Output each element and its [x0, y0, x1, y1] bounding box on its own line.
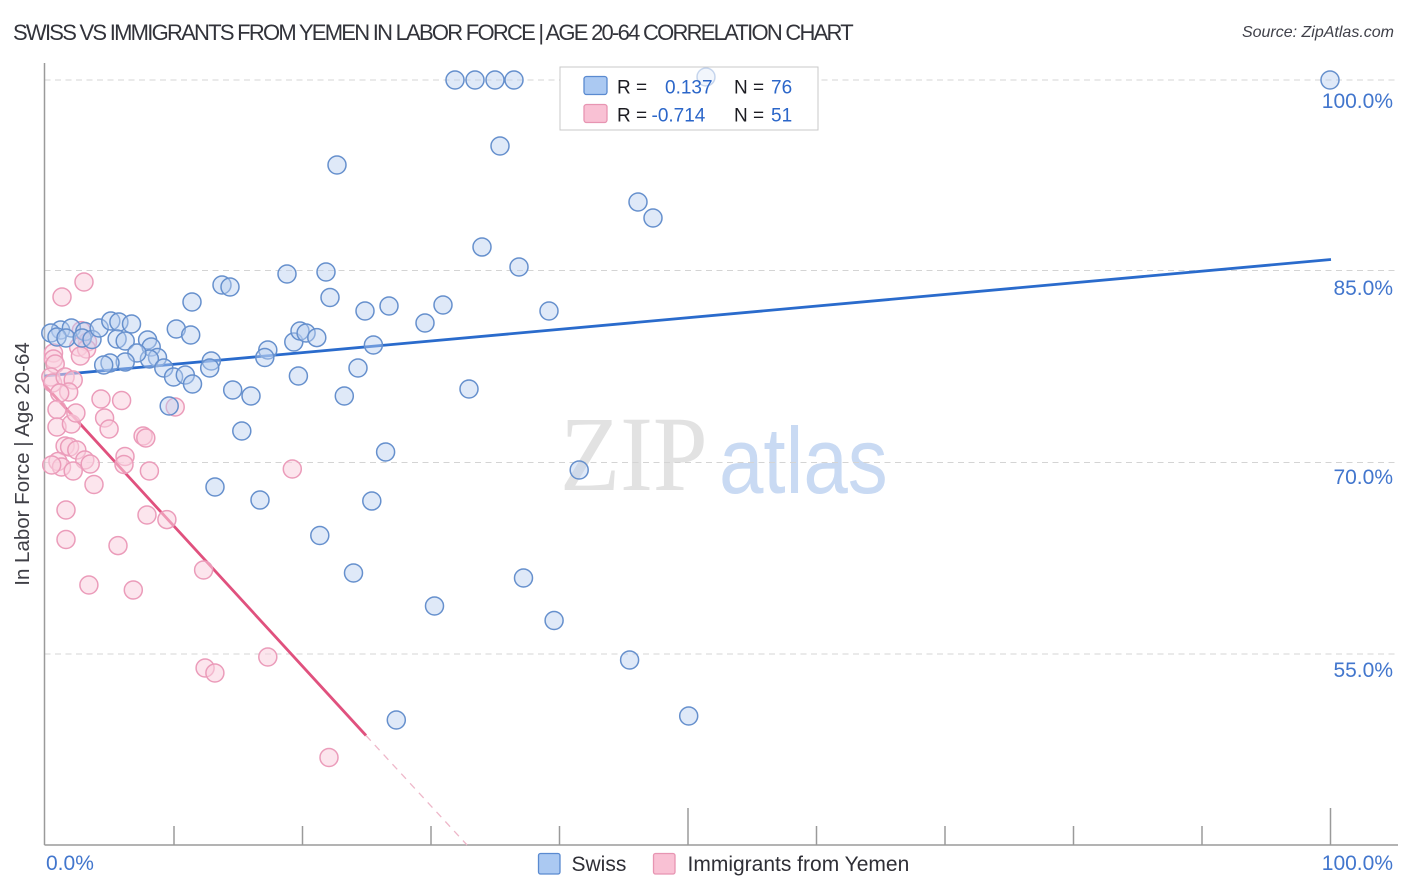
svg-text:51: 51 [771, 106, 792, 127]
svg-text:R =: R = [617, 106, 647, 127]
svg-text:N =: N = [734, 78, 764, 99]
svg-text:70.0%: 70.0% [1333, 466, 1393, 489]
svg-text:0.137: 0.137 [665, 78, 713, 99]
svg-text:0.0%: 0.0% [46, 852, 94, 875]
svg-text:Immigrants from Yemen: Immigrants from Yemen [688, 853, 910, 876]
svg-text:ZIP: ZIP [560, 395, 708, 514]
svg-text:N =: N = [734, 106, 764, 127]
svg-text:100.0%: 100.0% [1322, 90, 1393, 113]
svg-text:85.0%: 85.0% [1333, 277, 1393, 300]
svg-text:R =: R = [617, 78, 647, 99]
svg-text:76: 76 [771, 78, 792, 99]
svg-text:In Labor Force | Age 20-64: In Labor Force | Age 20-64 [11, 342, 34, 586]
svg-text:Swiss: Swiss [572, 853, 627, 876]
svg-text:55.0%: 55.0% [1333, 659, 1393, 682]
svg-text:100.0%: 100.0% [1322, 852, 1393, 875]
svg-text:atlas: atlas [719, 409, 888, 514]
svg-text:-0.714: -0.714 [652, 106, 706, 127]
